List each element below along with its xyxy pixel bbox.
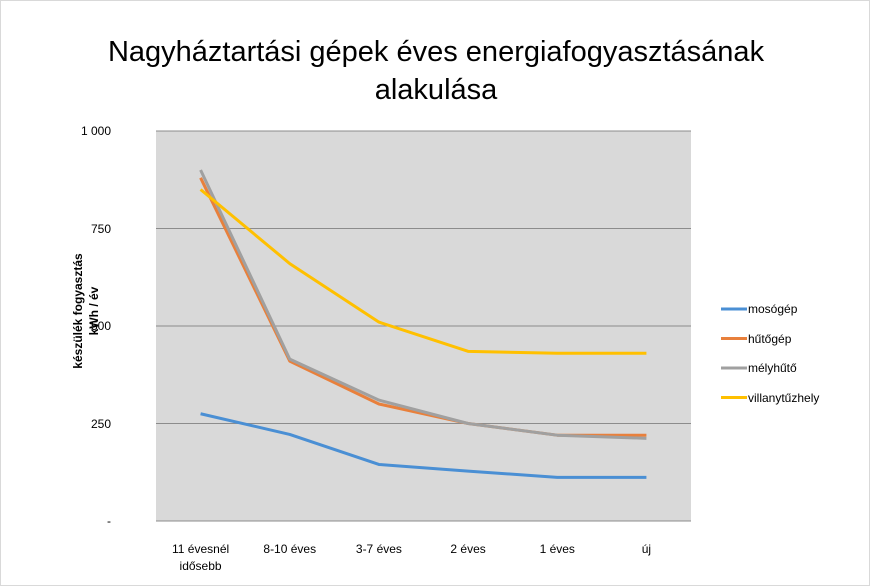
chart-title: Nagyháztartási gépek éves energiafogyasz… xyxy=(107,36,765,106)
legend-label: hűtőgép xyxy=(748,331,792,346)
y-tick-label: 500 xyxy=(90,319,111,333)
legend-label: mélyhűtő xyxy=(748,361,797,375)
y-tick-label: 750 xyxy=(90,221,111,236)
y-tick-label: 250 xyxy=(90,416,111,431)
x-tick-label: 8-10 éves xyxy=(263,542,317,556)
x-tick-label: 2 éves xyxy=(450,542,486,556)
legend-label: villanytűzhely xyxy=(748,390,820,405)
y-tick-label: - xyxy=(107,514,111,528)
legend-label: mosógép xyxy=(748,302,798,316)
y-axis-label: készülék fogyasztás kWh / év xyxy=(71,253,101,369)
x-tick-label: 3-7 éves xyxy=(355,542,402,556)
series-line xyxy=(199,169,647,440)
y-tick-label: 1 000 xyxy=(80,124,111,138)
x-tick-label: 11 évesnél idősebb xyxy=(172,542,230,573)
series-line xyxy=(199,188,647,355)
x-tick-label: 1 éves xyxy=(539,542,575,556)
series-line xyxy=(200,412,647,479)
x-tick-label: új xyxy=(641,542,652,556)
